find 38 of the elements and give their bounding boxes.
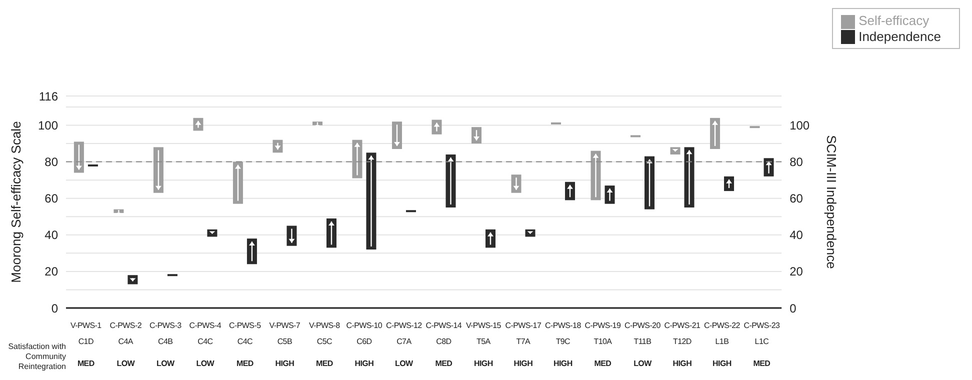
category-label: C-PWS-12 C7A LOW <box>386 321 422 368</box>
category-label: C-PWS-22 L1B HIGH <box>704 321 740 368</box>
category-label: V-PWS-7 C5B HIGH <box>269 321 300 368</box>
y-axis-title: Moorong Self-efficacy Scale <box>8 121 24 283</box>
y-tick-label: 116 <box>38 89 58 104</box>
legend-label: Independence <box>858 28 941 44</box>
category-label: C-PWS-4 C4C LOW <box>189 321 221 368</box>
legend-label: Self-efficacy <box>858 13 930 28</box>
y-tick-label: 60 <box>44 192 58 206</box>
category-label: V-PWS-1 C1D MED <box>70 321 102 368</box>
category-label: C-PWS-17 T7A HIGH <box>505 321 542 368</box>
y2-tick-label: 100 <box>790 118 810 132</box>
text: Satisfaction with Community Reintegration <box>8 342 66 372</box>
category-label: C-PWS-5 C4C MED <box>229 321 261 368</box>
category-label: V-PWS-15 T5A HIGH <box>466 321 501 368</box>
y2-tick-label: 40 <box>790 228 804 242</box>
category-label: C-PWS-23 L1C MED <box>744 321 780 368</box>
y2-tick-label: 60 <box>790 192 804 206</box>
bar <box>207 229 218 237</box>
category-label: V-PWS-8 C5C MED <box>309 321 340 368</box>
category-label: C-PWS-19 T10A MED <box>584 321 621 368</box>
y2-axis-title: SCIM-III Independence <box>824 135 839 269</box>
category-label: C-PWS-18 T9C HIGH <box>545 321 581 368</box>
y-tick-label: 0 <box>51 301 58 316</box>
y2-tick-label: 0 <box>790 301 797 316</box>
bar <box>525 229 536 237</box>
y-tick-label: 20 <box>44 264 58 279</box>
y-tick-label: 80 <box>44 155 58 170</box>
category-label: C-PWS-20 T11B LOW <box>624 321 660 368</box>
y2-tick-label: 20 <box>790 264 804 279</box>
y-tick-label: 100 <box>38 118 58 132</box>
category-label: C-PWS-10 C6D HIGH <box>346 321 382 368</box>
category-label: C-PWS-2 C4A LOW <box>110 321 142 368</box>
category-label: C-PWS-3 C4B LOW <box>150 321 182 368</box>
category-label: C-PWS-14 C8D MED <box>426 321 462 368</box>
y2-tick-label: 80 <box>790 155 804 170</box>
category-label: C-PWS-21 T12D HIGH <box>664 321 700 368</box>
y-tick-label: 40 <box>44 228 58 242</box>
